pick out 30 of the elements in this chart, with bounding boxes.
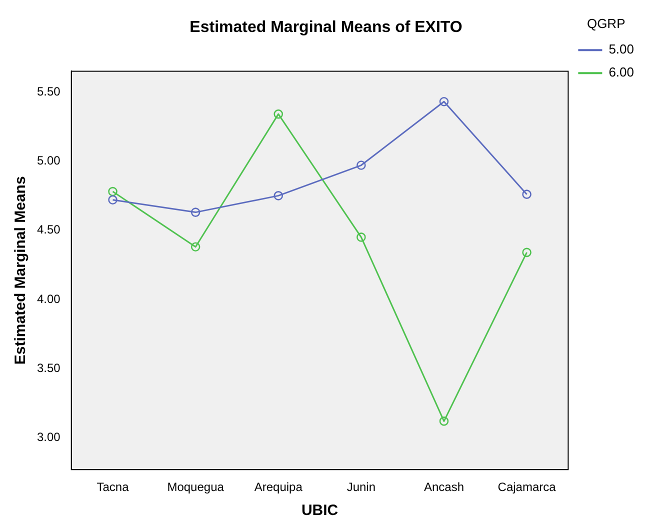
y-tick-label: 5.50 (36, 84, 61, 98)
legend-label: 6.00 (608, 64, 634, 80)
point (439, 96, 449, 106)
x-tick-label: Ancash (424, 480, 464, 494)
point (274, 109, 284, 119)
point (522, 248, 532, 258)
y-tick-label: 3.50 (36, 360, 61, 375)
point (108, 195, 118, 204)
x-tick-label: Junin (346, 480, 376, 494)
x-axis-title: UBIC (301, 502, 338, 520)
point (274, 191, 284, 200)
point (356, 160, 366, 170)
x-tick-label: Moquegua (167, 480, 224, 494)
y-axis-title: Estimated Marginal Means (12, 176, 30, 365)
y-tick-label: 3.00 (36, 430, 61, 444)
x-tick-label: Cajamarca (498, 480, 556, 494)
legend-title: QGRP (586, 16, 626, 32)
y-tick-label: 5.00 (36, 153, 61, 168)
point (356, 232, 366, 242)
point (190, 208, 200, 217)
y-tick-label: 4.00 (36, 292, 61, 306)
legend-label: 5.00 (608, 42, 634, 57)
chart-title: Estimated Marginal Means of EXITO (190, 19, 462, 36)
point (190, 242, 200, 252)
point (108, 186, 118, 196)
y-tick-label: 4.50 (36, 222, 61, 237)
point (439, 416, 449, 426)
x-tick-label: Arequipa (254, 480, 303, 494)
point (522, 190, 532, 199)
x-tick-label: Tacna (96, 480, 130, 494)
